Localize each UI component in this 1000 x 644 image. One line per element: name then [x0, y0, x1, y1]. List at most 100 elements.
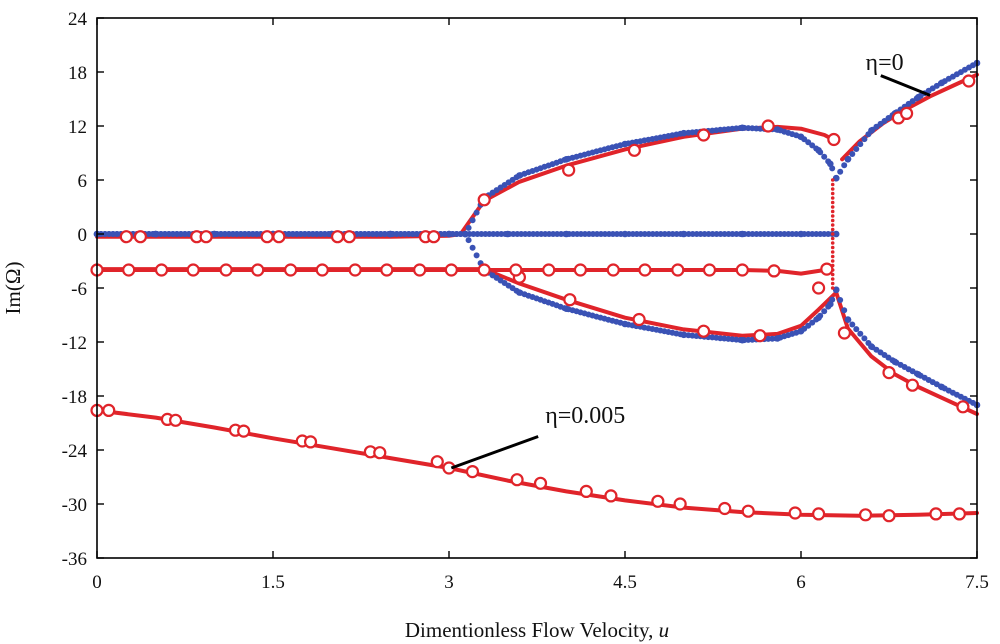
y-tick-label: -6 — [71, 279, 87, 300]
marker-0-005-mode-a — [199, 230, 213, 244]
marker-0-005-mode-a — [330, 230, 345, 244]
annotation-leader-eta005 — [450, 435, 539, 470]
y-axis-title: Im(Ω) — [1, 262, 25, 315]
marker-0-005-mode-d — [303, 435, 318, 449]
marker-0-005-mode-c — [702, 263, 717, 277]
marker-0-005-mode-a — [827, 132, 841, 147]
dot-0-upper-after-coupling — [837, 168, 844, 175]
ticks-layer: 0 1.5 3 4.5 6 7.5 24 18 12 6 0 -6 -12 -18 -24 -30 -36 — [62, 9, 989, 593]
point-0-upper-after-coupling — [844, 156, 852, 163]
x-tick-label: 3 — [444, 572, 454, 593]
coupling-dot — [830, 236, 835, 241]
marker-0-005-mode-c — [251, 263, 265, 277]
point-0-mode-a — [774, 126, 781, 133]
coupling-dot — [830, 277, 835, 281]
marker-0-005-mode-d — [510, 473, 524, 487]
marker-0-005-mode-a — [342, 230, 356, 244]
point-0-mode-a — [827, 160, 834, 168]
y-tick-label: -24 — [62, 441, 88, 462]
marker-0-005-mode-c — [444, 263, 458, 277]
marker-0-005-lower-after-coupling — [837, 326, 852, 340]
y-tick-label: 6 — [78, 171, 88, 192]
marker-0-005-mode-c — [767, 264, 781, 278]
coupling-dot — [830, 205, 835, 209]
point-0-mode-a — [797, 133, 805, 141]
point-0-zero-branch — [832, 230, 840, 238]
point-0-mode-a — [680, 129, 687, 137]
annotation-leader-eta0 — [880, 74, 931, 97]
y-tick-label: -12 — [62, 333, 87, 354]
marker-0-005-mode-d — [533, 476, 548, 490]
marker-0-005-mode-a — [119, 230, 133, 244]
annotations-layer: η=0 η=0.005 — [450, 50, 931, 470]
marker-0-005-mode-b — [811, 281, 826, 295]
marker-0-005-mode-a — [477, 193, 491, 207]
marker-0-005-mode-a — [427, 230, 441, 244]
dot-0-mode-b — [473, 252, 480, 259]
marker-0-005-mode-c — [477, 263, 491, 277]
point-0-zero-branch — [680, 230, 687, 238]
marker-0-005-mode-d — [102, 403, 116, 417]
marker-0-005-mode-d — [788, 506, 802, 520]
x-axis-title-main: Dimentionless Flow Velocity, — [405, 618, 659, 642]
dot-0-mode-a — [465, 224, 472, 231]
marker-0-005-mode-d — [465, 465, 480, 479]
dot-0-mode-b — [465, 237, 472, 244]
point-0-zero-branch — [621, 230, 629, 238]
marker-0-005-mode-c — [219, 263, 233, 277]
coupling-dot — [830, 191, 835, 196]
marker-0-005-mode-c — [154, 263, 169, 277]
y-tick-label: -36 — [62, 549, 87, 570]
y-tick-label: 12 — [68, 117, 87, 138]
coupling-dot — [830, 214, 835, 218]
marker-0-005-mode-c — [284, 263, 298, 277]
point-0-zero-branch — [739, 230, 746, 238]
point-0-mode-b — [387, 230, 394, 238]
marker-0-005-mode-c — [186, 263, 200, 277]
point-0-lower-after-coupling — [891, 358, 899, 366]
dot-0-upper-after-coupling — [857, 141, 864, 148]
point-0-mode-b — [211, 230, 218, 238]
dot-0-upper-after-coupling — [853, 146, 860, 152]
marker-0-005-lower-after-coupling — [882, 366, 896, 380]
point-0-lower-after-coupling — [844, 316, 852, 323]
marker-0-005-mode-d — [858, 508, 873, 522]
point-0-mode-a — [739, 124, 746, 132]
coupling-dot — [830, 178, 835, 182]
dot-0-lower-after-coupling — [841, 307, 848, 314]
marker-0-005-mode-a — [761, 119, 775, 133]
point-0-upper-after-coupling — [938, 79, 946, 87]
marker-0-005-mode-b — [753, 329, 767, 343]
dot-0-mode-a — [469, 217, 476, 224]
coupling-dot — [830, 232, 835, 236]
marker-0-005-upper-after-coupling — [962, 74, 976, 88]
marker-0-005-mode-c — [380, 263, 394, 277]
series-line-0-005-mode-c — [95, 268, 827, 276]
coupling-dot — [830, 245, 835, 250]
marker-0-005-mode-c — [820, 262, 834, 276]
point-0-lower-after-coupling — [915, 371, 922, 378]
coupling-dot — [830, 196, 835, 200]
marker-0-005-mode-c — [509, 263, 523, 277]
marker-0-005-lower-after-coupling — [905, 378, 920, 392]
marker-0-005-lower-after-coupling — [956, 400, 970, 414]
point-0-mode-a — [815, 147, 822, 154]
marker-0-005-mode-d — [882, 509, 896, 523]
marker-0-005-upper-after-coupling — [899, 106, 914, 121]
y-tick-label: 24 — [68, 9, 88, 30]
point-0-mode-b — [797, 327, 805, 335]
point-0-mode-b — [680, 331, 687, 339]
dot-0-upper-after-coupling — [841, 162, 848, 169]
marker-0-005-mode-a — [627, 143, 641, 157]
x-tick-label: 0 — [92, 572, 102, 593]
point-0-mode-a — [516, 172, 523, 179]
x-tick-label: 4.5 — [613, 572, 637, 593]
marker-0-005-mode-d — [169, 413, 183, 427]
point-0-upper-after-coupling — [832, 174, 840, 182]
x-axis-title: Dimentionless Flow Velocity, u — [405, 618, 669, 642]
marker-0-005-mode-c — [573, 263, 588, 277]
coupling-dot — [830, 254, 835, 259]
marker-0-005-mode-c — [606, 263, 620, 277]
coupling-dot — [830, 281, 835, 286]
coupling-dot — [830, 286, 835, 290]
